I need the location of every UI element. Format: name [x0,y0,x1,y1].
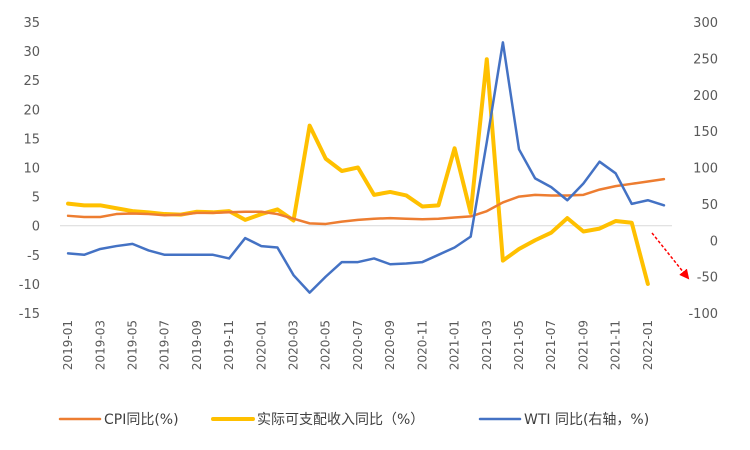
left-tick-label: 15 [23,132,40,147]
x-tick-label: 2021-05 [512,320,526,370]
legend-label: CPI同比(%) [104,412,179,428]
red-arrow-annotation [651,232,690,280]
series-line-0 [66,177,666,226]
left-tick-label: -5 [27,249,40,264]
series-lines [66,41,666,294]
x-tick-label: 2021-07 [544,320,558,370]
left-tick-label: 35 [23,16,40,31]
x-tick-label: 2020-03 [287,320,301,370]
right-tick-label: 250 [693,52,718,67]
x-tick-label: 2021-09 [576,320,590,370]
x-tick-label: 2020-01 [254,320,268,370]
left-tick-label: 10 [23,162,40,177]
left-axis-ticks: 35 30 25 20 15 10 5 0 -5 -10 -15 [19,16,40,322]
x-tick-label: 2019-09 [190,320,204,370]
left-tick-label: 25 [23,74,40,89]
series-line-1 [66,57,650,286]
right-tick-label: 50 [701,198,718,213]
legend: CPI同比(%) 实际可支配收入同比（%） WTI 同比(右轴，%) [58,412,649,428]
trend-arrow [651,232,690,280]
right-tick-label: 150 [693,125,718,140]
series-line-2 [66,41,666,294]
left-tick-label: 5 [32,191,40,206]
x-tick-label: 2019-05 [125,320,139,370]
x-tick-label: 2020-07 [351,320,365,370]
x-tick-label: 2020-11 [415,320,429,370]
left-tick-label: -15 [19,307,40,322]
left-tick-label: -10 [19,278,40,293]
left-tick-label: 30 [23,45,40,60]
right-tick-label: 100 [693,162,718,177]
left-tick-label: 20 [23,103,40,118]
x-tick-label: 2021-03 [480,320,494,370]
x-tick-label: 2019-11 [222,320,236,370]
x-tick-label: 2019-07 [158,320,172,370]
legend-label: WTI 同比(右轴，%) [524,412,649,428]
x-tick-label: 2021-01 [448,320,462,370]
x-axis-ticks: 2019-01 2019-03 2019-05 2019-07 2019-09 2019-… [61,320,655,370]
right-tick-label: 300 [693,16,718,31]
x-tick-label: 2020-05 [319,320,333,370]
legend-label: 实际可支配收入同比（%） [257,412,424,428]
x-tick-label: 2021-11 [609,320,623,370]
x-tick-label: 2019-03 [93,320,107,370]
right-tick-label: -50 [697,271,718,286]
x-tick-label: 2022-01 [641,320,655,370]
x-tick-label: 2019-01 [61,320,75,370]
left-tick-label: 0 [32,220,40,235]
right-tick-label: 0 [710,234,718,249]
right-tick-label: -100 [688,307,718,322]
right-axis-ticks: 300 250 200 150 100 50 0 -50 -100 [688,16,718,322]
right-tick-label: 200 [693,89,718,104]
x-tick-label: 2020-09 [383,320,397,370]
